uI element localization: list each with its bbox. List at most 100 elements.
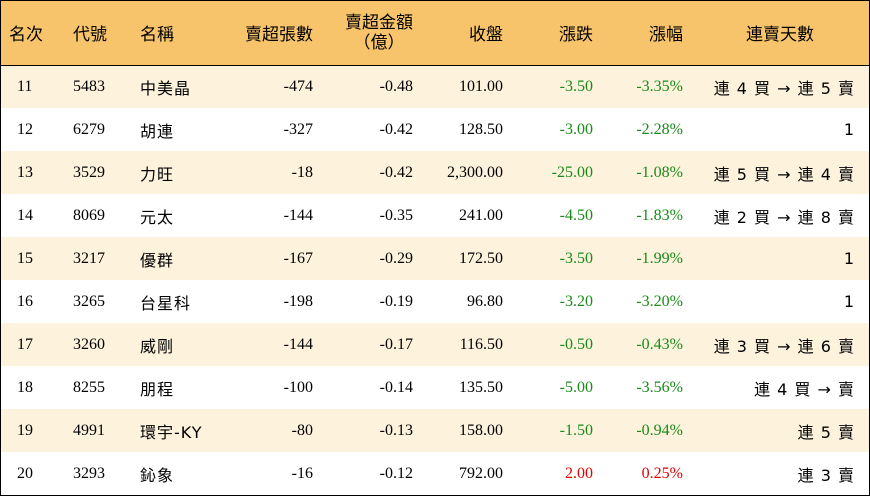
cell-close: 172.50 — [459, 249, 503, 267]
cell-close: 2,300.00 — [447, 163, 503, 181]
cell-change: -1.50 — [559, 421, 593, 439]
cell-code: 6279 — [73, 120, 105, 138]
cell-change-pct: -1.08% — [636, 163, 683, 181]
cell-net-sell-amount: -0.48 — [379, 77, 413, 95]
table-row: 11 5483 中美晶 -474 -0.48 101.00 -3.50 -3.35% 連 4 買… — [1, 65, 869, 108]
cell-change: -3.50 — [559, 249, 593, 267]
table-row: 17 3260 威剛 -144 -0.17 116.50 -0.50 -0.43% 連 3 買 … — [1, 323, 869, 366]
cell-net-sell-amount: -0.17 — [379, 335, 413, 353]
cell-close: 241.00 — [459, 206, 503, 224]
cell-net-sell-qty: -198 — [283, 292, 313, 310]
header-row: 名次 代號 名稱 賣超張數 賣超金額 （億） 收盤 漲跌 漲幅 連賣天數 — [1, 1, 869, 66]
cell-net-sell-amount: -0.14 — [379, 378, 413, 396]
cell-rank: 19 — [17, 421, 33, 439]
cell-stock-name: 元太 — [140, 207, 175, 227]
cell-rank: 13 — [17, 163, 33, 181]
cell-change: -3.00 — [559, 120, 593, 138]
cell-net-sell-qty: -474 — [283, 77, 313, 95]
cell-code: 8069 — [73, 206, 105, 224]
cell-code: 5483 — [73, 77, 105, 95]
cell-stock-name: 胡連 — [140, 121, 175, 141]
table-row: 19 4991 環宇-KY -80 -0.13 158.00 -1.50 -0.94% 連 5 … — [1, 409, 869, 452]
cell-change: -0.50 — [559, 335, 593, 353]
cell-close: 128.50 — [459, 120, 503, 138]
cell-rank: 17 — [17, 335, 33, 353]
cell-stock-name: 威剛 — [140, 336, 175, 356]
cell-change: -3.50 — [559, 77, 593, 95]
header-net-sell-qty: 賣超張數 — [230, 1, 321, 66]
cell-change-pct: -0.94% — [636, 421, 683, 439]
cell-net-sell-qty: -100 — [283, 378, 313, 396]
cell-net-sell-amount: -0.42 — [379, 163, 413, 181]
cell-rank: 14 — [17, 206, 33, 224]
cell-change-pct: -1.99% — [636, 249, 683, 267]
cell-change: -4.50 — [559, 206, 593, 224]
cell-change-pct: -3.56% — [636, 378, 683, 396]
cell-change-pct: -1.83% — [636, 206, 683, 224]
cell-net-sell-qty: -16 — [291, 464, 313, 482]
cell-net-sell-amount: -0.12 — [379, 464, 413, 482]
cell-stock-name: 朋程 — [140, 379, 175, 399]
cell-change-pct: -3.35% — [636, 77, 683, 95]
cell-change: 2.00 — [565, 464, 593, 482]
cell-net-sell-qty: -167 — [283, 249, 313, 267]
cell-rank: 20 — [17, 464, 33, 482]
cell-code: 4991 — [73, 421, 105, 439]
cell-code: 3293 — [73, 464, 105, 482]
cell-streak: 連 3 賣 — [797, 465, 855, 485]
cell-change-pct: -0.43% — [636, 335, 683, 353]
header-change: 漲跌 — [511, 1, 601, 66]
table-body: 11 5483 中美晶 -474 -0.48 101.00 -3.50 -3.35% 連 4 買… — [1, 65, 869, 495]
cell-stock-name: 力旺 — [140, 164, 175, 184]
table-row: 15 3217 優群 -167 -0.29 172.50 -3.50 -1.99% 1 — [1, 237, 869, 280]
header-code: 代號 — [65, 1, 132, 66]
cell-streak: 連 4 買 → 連 5 賣 — [713, 78, 855, 98]
cell-net-sell-qty: -144 — [283, 335, 313, 353]
cell-streak: 連 2 買 → 連 8 賣 — [713, 207, 855, 227]
cell-stock-name: 中美晶 — [140, 78, 192, 98]
header-rank: 名次 — [1, 1, 65, 66]
cell-net-sell-qty: -18 — [291, 163, 313, 181]
header-net-sell-amount-line2: （億） — [353, 32, 405, 53]
cell-rank: 11 — [17, 77, 33, 95]
cell-code: 8255 — [73, 378, 105, 396]
cell-stock-name: 優群 — [140, 250, 175, 270]
cell-code: 3265 — [73, 292, 105, 310]
header-streak: 連賣天數 — [691, 1, 869, 66]
cell-net-sell-amount: -0.29 — [379, 249, 413, 267]
cell-net-sell-qty: -144 — [283, 206, 313, 224]
cell-rank: 12 — [17, 120, 33, 138]
table-row: 14 8069 元太 -144 -0.35 241.00 -4.50 -1.83% 連 2 買 … — [1, 194, 869, 237]
cell-change-pct: -2.28% — [636, 120, 683, 138]
header-change-pct: 漲幅 — [601, 1, 691, 66]
cell-streak: 連 5 買 → 連 4 賣 — [713, 164, 855, 184]
cell-net-sell-qty: -80 — [291, 421, 313, 439]
cell-stock-name: 台星科 — [140, 293, 192, 313]
table-row: 18 8255 朋程 -100 -0.14 135.50 -5.00 -3.56% 連 4 買 … — [1, 366, 869, 409]
cell-code: 3529 — [73, 163, 105, 181]
cell-net-sell-amount: -0.42 — [379, 120, 413, 138]
cell-close: 135.50 — [459, 378, 503, 396]
cell-stock-name: 鈊象 — [140, 465, 175, 485]
cell-streak: 連 5 賣 — [797, 422, 855, 442]
table-row: 13 3529 力旺 -18 -0.42 2,300.00 -25.00 -1.08% 連 5 … — [1, 151, 869, 194]
cell-streak: 1 — [843, 120, 855, 139]
cell-rank: 16 — [17, 292, 33, 310]
cell-close: 158.00 — [459, 421, 503, 439]
cell-code: 3217 — [73, 249, 105, 267]
cell-net-sell-amount: -0.19 — [379, 292, 413, 310]
cell-streak: 連 4 買 → 賣 — [754, 379, 855, 399]
cell-rank: 18 — [17, 378, 33, 396]
cell-rank: 15 — [17, 249, 33, 267]
cell-close: 96.80 — [467, 292, 503, 310]
header-name: 名稱 — [132, 1, 230, 66]
cell-change-pct: 0.25% — [641, 464, 683, 482]
cell-close: 101.00 — [459, 77, 503, 95]
cell-net-sell-amount: -0.35 — [379, 206, 413, 224]
cell-net-sell-qty: -327 — [283, 120, 313, 138]
cell-close: 792.00 — [459, 464, 503, 482]
table-row: 20 3293 鈊象 -16 -0.12 792.00 2.00 0.25% 連 3 賣 — [1, 452, 869, 495]
header-net-sell-amount-line1: 賣超金額 — [345, 12, 413, 33]
